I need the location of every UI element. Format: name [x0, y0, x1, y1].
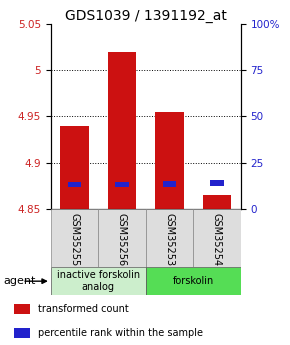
Text: percentile rank within the sample: percentile rank within the sample	[38, 328, 203, 338]
Bar	[210, 180, 224, 186]
Text: agent: agent	[3, 276, 35, 286]
Bar	[155, 112, 184, 209]
Bar	[60, 126, 89, 209]
Bar	[193, 209, 241, 267]
Bar	[51, 267, 146, 295]
Bar	[203, 195, 231, 209]
Bar	[14, 328, 30, 338]
Bar	[108, 52, 136, 209]
Text: transformed count: transformed count	[38, 304, 129, 314]
Text: forskolin: forskolin	[173, 276, 214, 286]
Text: GSM35254: GSM35254	[212, 214, 222, 267]
Text: GSM35253: GSM35253	[164, 214, 175, 267]
Bar	[146, 267, 241, 295]
Bar	[115, 182, 129, 187]
Bar	[51, 209, 98, 267]
Title: GDS1039 / 1391192_at: GDS1039 / 1391192_at	[65, 9, 227, 23]
Bar	[146, 209, 193, 267]
Bar	[98, 209, 146, 267]
Bar	[68, 182, 81, 187]
Bar	[163, 181, 176, 187]
Bar	[14, 304, 30, 314]
Text: GSM35255: GSM35255	[70, 214, 79, 267]
Text: inactive forskolin
analog: inactive forskolin analog	[57, 270, 140, 292]
Text: GSM35256: GSM35256	[117, 214, 127, 267]
